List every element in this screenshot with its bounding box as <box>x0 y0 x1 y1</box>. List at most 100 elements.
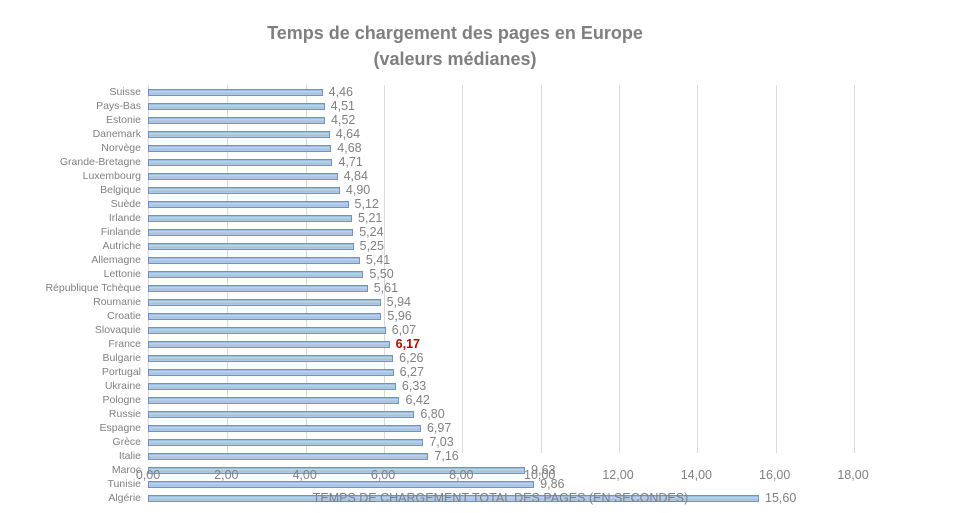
category-label: Pays-Bas <box>96 100 141 112</box>
bar-track: 5,25 <box>148 239 853 253</box>
category-label: Espagne <box>99 422 141 434</box>
category-label: Algérie <box>108 492 141 504</box>
category-label: Portugal <box>101 366 141 378</box>
category-label: France <box>108 338 141 350</box>
value-label: 4,71 <box>338 155 363 169</box>
category-label: Estonie <box>105 114 141 126</box>
category-label: Ukraine <box>104 380 141 392</box>
bar-track: 6,27 <box>148 365 853 379</box>
bar-track: 15,60 <box>148 491 853 505</box>
bar-track: 5,21 <box>148 211 853 225</box>
value-label: 5,96 <box>387 309 412 323</box>
category-label: Roumanie <box>93 296 141 308</box>
category-label: Norvège <box>101 142 141 154</box>
bar-track: 6,97 <box>148 421 853 435</box>
bar-row: Bulgarie 6,26 <box>8 351 948 365</box>
category-label: République Tchèque <box>45 282 141 294</box>
value-label: 5,41 <box>365 253 391 267</box>
value-label: 5,25 <box>359 239 384 253</box>
bar-row: Allemagne 5,41 <box>8 253 948 267</box>
x-axis-title: TEMPS DE CHARGEMENT TOTAL DES PAGES (EN … <box>312 491 689 505</box>
value-label: 4,46 <box>328 85 354 99</box>
gridline <box>775 85 777 453</box>
bar-track: 4,51 <box>148 99 853 113</box>
bar-track: 6,80 <box>148 407 853 421</box>
value-label: 7,16 <box>434 449 459 463</box>
bar-track: 5,96 <box>148 309 853 323</box>
bar-rows: Suisse 4,46 Pays-Bas 4,51 Estonie 4,52 Danemar… <box>8 85 948 505</box>
bar-row: Italie 7,16 <box>8 449 948 463</box>
category-label: Autriche <box>102 240 141 252</box>
value-label: 6,17 <box>395 337 420 351</box>
gridline <box>697 85 699 453</box>
bar-row: Suisse 4,46 <box>8 85 948 99</box>
value-label: 6,07 <box>391 323 417 337</box>
category-label: Luxembourg <box>82 170 141 182</box>
x-tick-label: 14,00 <box>680 468 712 482</box>
category-label: Pologne <box>102 394 141 406</box>
x-tick-label: 18,00 <box>837 468 869 482</box>
bar <box>148 172 338 180</box>
bar-track: 4,71 <box>148 155 853 169</box>
bar-row: Lettonie 5,50 <box>8 267 948 281</box>
x-tick-label: 4,00 <box>292 468 317 482</box>
x-tick-label: 10,00 <box>524 468 556 482</box>
plot-area <box>148 85 855 453</box>
bar-track: 5,50 <box>148 267 853 281</box>
bar-row: Pays-Bas 4,51 <box>8 99 948 113</box>
bar-row: Grèce 7,03 <box>8 435 948 449</box>
bar <box>148 158 333 166</box>
value-label: 4,68 <box>337 141 362 155</box>
bar-row: France 6,17 <box>8 337 948 351</box>
bar-row: Pologne 6,42 <box>8 393 948 407</box>
value-label: 6,80 <box>420 407 445 421</box>
bar <box>148 228 354 236</box>
bar-row: Norvège 4,68 <box>8 141 948 155</box>
value-label: 6,33 <box>401 379 427 393</box>
bar-track: 5,24 <box>148 225 853 239</box>
bar-row: Maroc 9,63 <box>8 463 948 477</box>
bar-row: Portugal 6,27 <box>8 365 948 379</box>
bar-track: 5,94 <box>148 295 853 309</box>
category-label: Suède <box>110 198 141 210</box>
bar <box>148 368 394 376</box>
bar <box>148 200 349 208</box>
bar-row: Finlande 5,24 <box>8 225 948 239</box>
gridline <box>540 85 542 453</box>
bar-track: 4,68 <box>148 141 853 155</box>
bar <box>148 284 368 292</box>
bar <box>148 116 326 124</box>
bar <box>148 144 332 152</box>
bar-row: Croatie 5,96 <box>8 309 948 323</box>
bar-track: 5,12 <box>148 197 853 211</box>
bar <box>148 298 381 306</box>
bar <box>148 214 353 222</box>
bar-track: 6,07 <box>148 323 853 337</box>
bar <box>148 88 323 96</box>
category-label: Allemagne <box>91 254 141 266</box>
bar-row: Russie 6,80 <box>8 407 948 421</box>
bar-row: Espagne 6,97 <box>8 421 948 435</box>
gridline <box>227 85 229 453</box>
bar <box>148 480 535 488</box>
x-tick-label: 0,00 <box>135 468 161 482</box>
bar <box>148 410 415 418</box>
bar-track: 4,84 <box>148 169 853 183</box>
x-tick-label: 16,00 <box>759 468 791 482</box>
x-tick-label: 8,00 <box>449 468 474 482</box>
bar <box>148 242 354 250</box>
bar-track: 4,52 <box>148 113 853 127</box>
category-label: Danemark <box>92 128 141 140</box>
bar-track: 9,86 <box>148 477 853 491</box>
gridline <box>305 85 307 453</box>
gridline <box>619 85 620 453</box>
value-label: 4,84 <box>343 169 368 183</box>
bar-row: Slovaquie 6,07 <box>8 323 948 337</box>
bar-row: Estonie 4,52 <box>8 113 948 127</box>
category-label: Italie <box>118 450 141 462</box>
value-label: 5,50 <box>369 267 394 281</box>
value-label: 9,86 <box>540 477 565 491</box>
x-tick-label: 12,00 <box>602 468 634 482</box>
bar-row: Algérie 15,60 <box>8 491 948 505</box>
